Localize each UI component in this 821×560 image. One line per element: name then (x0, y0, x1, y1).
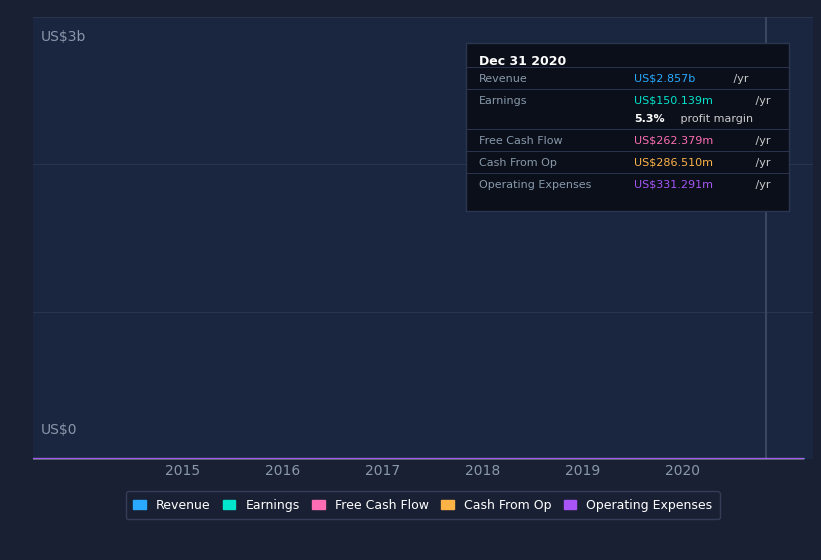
Text: /yr: /yr (730, 74, 749, 83)
Text: US$286.510m: US$286.510m (634, 158, 713, 167)
Text: US$0: US$0 (41, 423, 77, 437)
Text: Cash From Op: Cash From Op (479, 158, 557, 167)
Text: US$331.291m: US$331.291m (634, 180, 713, 189)
Text: Dec 31 2020: Dec 31 2020 (479, 55, 566, 68)
Text: /yr: /yr (751, 180, 770, 189)
Text: profit margin: profit margin (677, 114, 753, 124)
Text: US$3b: US$3b (41, 30, 86, 44)
Text: US$2.857b: US$2.857b (634, 74, 695, 83)
Text: 5.3%: 5.3% (634, 114, 665, 124)
Text: /yr: /yr (751, 158, 770, 167)
Legend: Revenue, Earnings, Free Cash Flow, Cash From Op, Operating Expenses: Revenue, Earnings, Free Cash Flow, Cash … (126, 491, 720, 519)
Text: /yr: /yr (751, 96, 770, 105)
Text: /yr: /yr (751, 136, 770, 146)
Text: Earnings: Earnings (479, 96, 527, 105)
Text: US$262.379m: US$262.379m (634, 136, 713, 146)
Text: Revenue: Revenue (479, 74, 527, 83)
Text: Operating Expenses: Operating Expenses (479, 180, 591, 189)
Text: US$150.139m: US$150.139m (634, 96, 713, 105)
Text: Free Cash Flow: Free Cash Flow (479, 136, 562, 146)
